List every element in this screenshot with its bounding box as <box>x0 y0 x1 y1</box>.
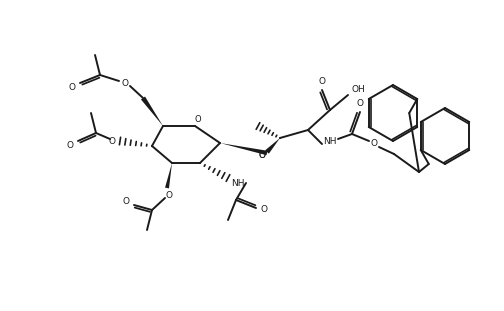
Text: O: O <box>259 151 266 160</box>
Text: O: O <box>122 197 130 207</box>
Text: OH: OH <box>351 86 365 95</box>
Text: O: O <box>67 141 74 150</box>
Text: O: O <box>195 115 201 124</box>
Text: O: O <box>261 206 268 215</box>
Text: O: O <box>370 140 377 148</box>
Text: NH: NH <box>231 179 245 188</box>
Text: O: O <box>108 137 115 146</box>
Polygon shape <box>165 163 172 188</box>
Text: O: O <box>259 151 266 160</box>
Polygon shape <box>141 96 163 126</box>
Text: NH: NH <box>323 137 337 146</box>
Text: O: O <box>165 192 172 201</box>
Text: O: O <box>319 77 326 86</box>
Polygon shape <box>220 143 268 155</box>
Text: O: O <box>121 78 129 87</box>
Text: O: O <box>356 100 363 109</box>
Text: O: O <box>69 82 76 91</box>
Polygon shape <box>265 138 280 154</box>
